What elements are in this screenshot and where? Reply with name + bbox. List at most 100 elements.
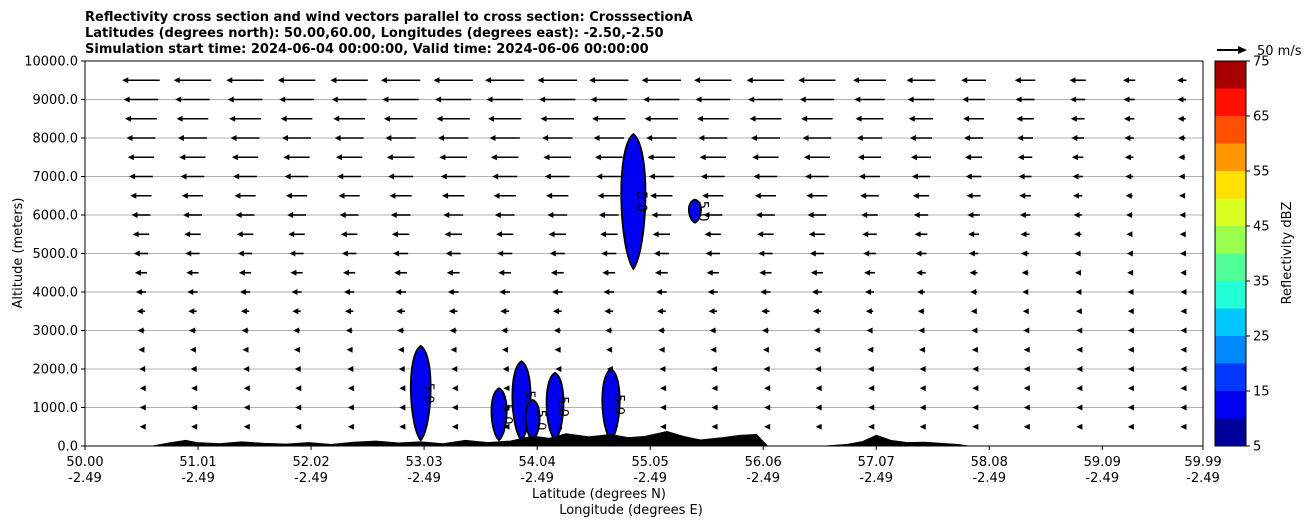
wind-vector [1022, 289, 1029, 295]
wind-vector [969, 269, 978, 276]
wind-vector [187, 289, 198, 295]
wind-vector-head [694, 77, 701, 84]
wind-vector [808, 231, 826, 238]
wind-vector-head [189, 327, 196, 334]
wind-vector-head [919, 366, 926, 372]
colorbar-segment [1215, 418, 1246, 446]
wind-vector-head [175, 96, 182, 103]
wind-vector-head [646, 135, 653, 141]
wind-vector-head [334, 135, 341, 141]
wind-vector [1180, 289, 1187, 295]
wind-vector-head [494, 212, 501, 218]
wind-vector-head [972, 423, 979, 430]
wind-vector [123, 96, 159, 103]
x-tick-label-latitude: 54.04 [519, 455, 556, 470]
wind-vector-head [1180, 269, 1187, 276]
wind-vector [176, 115, 209, 122]
wind-vector-head [386, 154, 393, 161]
wind-vector-head [749, 115, 756, 122]
wind-vector [860, 192, 879, 199]
wind-vector-head [1127, 308, 1134, 315]
wind-vector [919, 404, 926, 411]
wind-vector [175, 96, 210, 103]
wind-vector-head [802, 135, 809, 141]
wind-vector-head [867, 366, 874, 372]
wind-vector [497, 250, 513, 257]
wind-vector [814, 346, 821, 353]
contour-label: 5.0 [499, 404, 514, 425]
colorbar-tick-label: 45 [1253, 220, 1270, 235]
wind-vector [1023, 366, 1030, 372]
x-axis-label-latitude: Latitude (degrees N) [532, 487, 666, 502]
wind-vector-head [698, 135, 705, 141]
wind-vector [1125, 192, 1133, 199]
wind-vector-head [1127, 269, 1134, 276]
wind-vector-head [283, 154, 290, 161]
wind-vector [694, 77, 732, 84]
wind-vector [448, 308, 458, 315]
wind-vector-head [809, 250, 816, 257]
wind-vector [451, 385, 458, 392]
wind-vector [660, 423, 667, 430]
wind-vector [655, 289, 667, 295]
wind-vector [815, 404, 822, 411]
wind-vector-head [289, 250, 296, 257]
wind-vector-head [180, 173, 187, 180]
wind-vector [1019, 212, 1031, 218]
wind-vector-head [191, 385, 198, 392]
wind-vector [125, 115, 157, 122]
wind-vector [294, 366, 301, 372]
wind-vector-head [660, 385, 667, 392]
wind-vector-head [1070, 96, 1077, 103]
wind-vector-head [758, 250, 765, 257]
wind-vector-head [1023, 327, 1030, 334]
wind-vector [399, 385, 406, 392]
wind-vector-head [651, 212, 658, 218]
wind-vector [919, 366, 926, 372]
wind-vector [191, 385, 198, 392]
wind-vector-head [711, 366, 718, 372]
wind-vector [970, 289, 977, 295]
wind-vector-head [915, 250, 922, 257]
wind-vector-head [1076, 423, 1083, 430]
wind-vector-head [709, 327, 716, 334]
wind-vector-head [1125, 173, 1132, 180]
wind-vector [659, 366, 666, 372]
wind-vector [446, 269, 460, 276]
wind-vector [806, 192, 828, 199]
wind-vector [188, 308, 197, 315]
wind-vector-head [444, 231, 451, 238]
x-tick-label-latitude: 51.01 [179, 455, 216, 470]
wind-vector-head [542, 135, 549, 141]
wind-vector [1017, 154, 1033, 161]
wind-vector-head [554, 346, 561, 353]
wind-vector-head [1178, 154, 1185, 161]
wind-vector-head [135, 289, 142, 295]
wind-vector-head [502, 346, 509, 353]
wind-vector [656, 308, 666, 315]
wind-vector [1015, 96, 1035, 103]
wind-vector-head [393, 250, 400, 257]
wind-vector [137, 327, 145, 334]
wind-vector-head [129, 173, 136, 180]
wind-vector [177, 135, 207, 141]
wind-vector-head [710, 346, 717, 353]
wind-vector-head [399, 423, 406, 430]
wind-vector [130, 192, 152, 199]
wind-vector [1127, 423, 1134, 430]
wind-vector [762, 346, 769, 353]
wind-vector-head [756, 212, 763, 218]
wind-vector [287, 212, 306, 218]
wind-vector-head [177, 135, 184, 141]
reference-vector-key: 50 m/s [1217, 44, 1302, 59]
wind-vector-head [123, 96, 130, 103]
colorbar-segment [1215, 226, 1246, 254]
wind-vector-head [603, 289, 610, 295]
wind-vector [764, 404, 771, 411]
wind-vector-head [341, 250, 348, 257]
wind-vector-head [544, 173, 551, 180]
wind-vector [388, 173, 414, 180]
y-tick-label: 1000.0 [33, 401, 79, 416]
wind-vector-head [798, 77, 805, 84]
colorbar-tick-label: 35 [1253, 275, 1270, 290]
